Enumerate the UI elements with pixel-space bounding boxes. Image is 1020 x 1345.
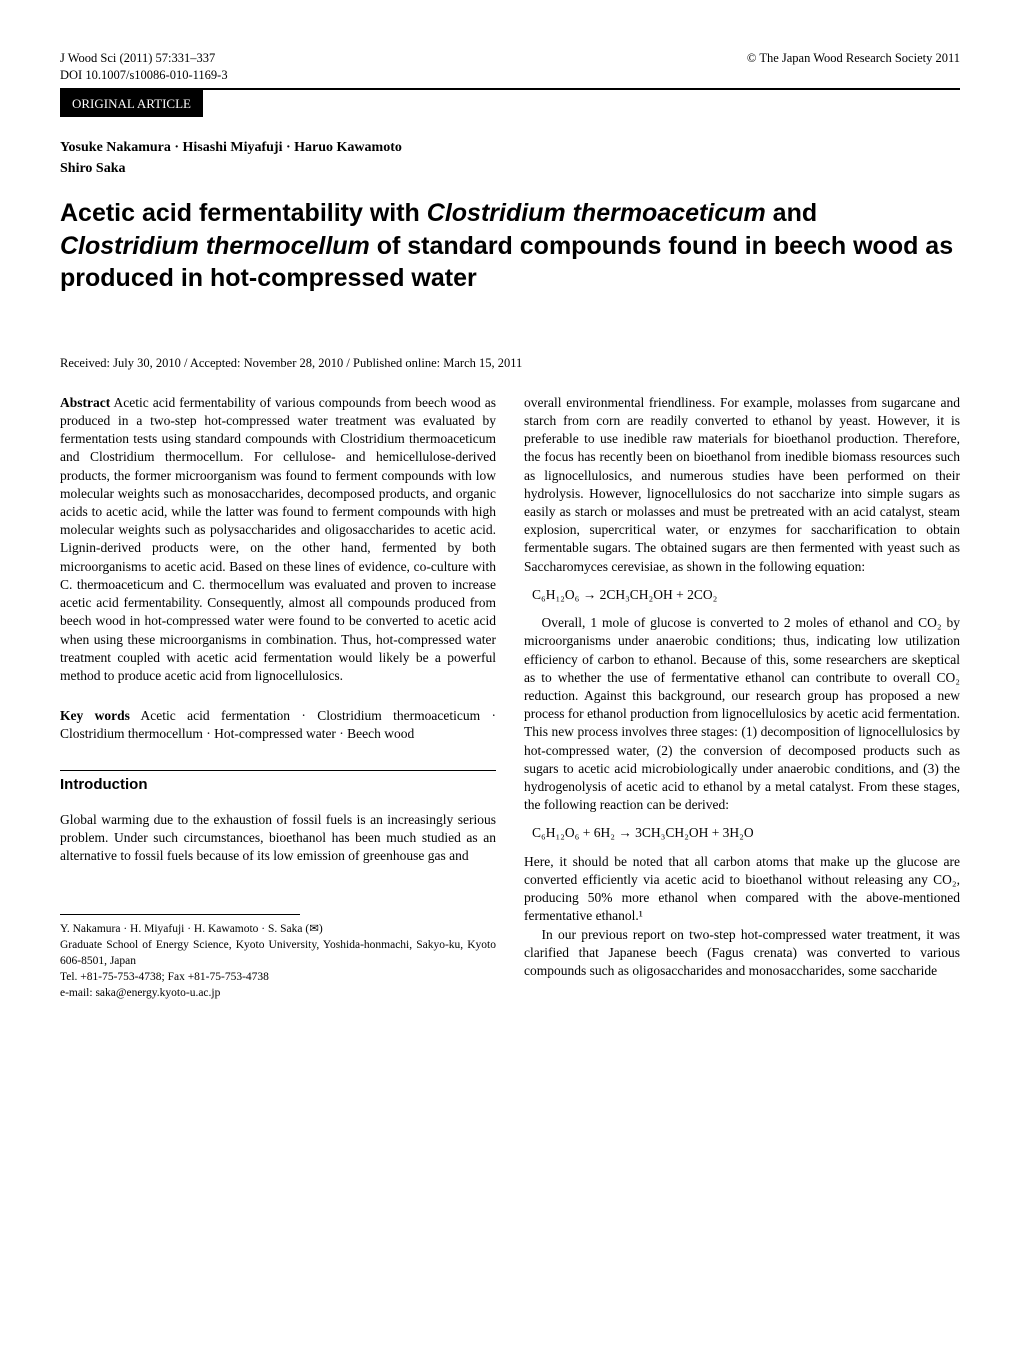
authors-line-2: Shiro Saka <box>60 158 960 179</box>
authors-block: Yosuke Nakamura · Hisashi Miyafuji · Har… <box>60 137 960 179</box>
keywords-label: Key words <box>60 708 130 723</box>
authors-line-1: Yosuke Nakamura · Hisashi Miyafuji · Har… <box>60 137 960 158</box>
body-paragraph-4: In our previous report on two-step hot-c… <box>524 926 960 981</box>
received-dates: Received: July 30, 2010 / Accepted: Nove… <box>60 355 960 372</box>
left-column: Abstract Acetic acid fermentability of v… <box>60 394 496 1001</box>
title-species-1: Clostridium thermoaceticum <box>427 199 766 227</box>
right-column: overall environmental friendliness. For … <box>524 394 960 1001</box>
affiliation-block: Y. Nakamura · H. Miyafuji · H. Kawamoto … <box>60 921 496 1001</box>
affiliation-email: e-mail: saka@energy.kyoto-u.ac.jp <box>60 985 496 1001</box>
two-column-body: Abstract Acetic acid fermentability of v… <box>60 394 960 1001</box>
affiliation-divider <box>60 914 300 915</box>
title-species-2: Clostridium thermocellum <box>60 232 370 260</box>
body-paragraph-3: Here, it should be noted that all carbon… <box>524 853 960 926</box>
title-text-2: and <box>766 199 817 227</box>
doi: DOI 10.1007/s10086-010-1169-3 <box>60 67 228 84</box>
abstract-block: Abstract Acetic acid fermentability of v… <box>60 394 496 686</box>
abstract-label: Abstract <box>60 395 110 410</box>
article-title: Acetic acid fermentability with Clostrid… <box>60 197 960 295</box>
equation-1: C₆H₁₂O₆ → 2CH₃CH₂OH + 2CO₂ <box>532 586 960 604</box>
intro-paragraph-1: Global warming due to the exhaustion of … <box>60 811 496 866</box>
affiliation-phone: Tel. +81-75-753-4738; Fax +81-75-753-473… <box>60 969 496 985</box>
body-paragraph-1: overall environmental friendliness. For … <box>524 394 960 576</box>
keywords-block: Key words Acetic acid fermentation · Clo… <box>60 707 496 743</box>
body-paragraph-2: Overall, 1 mole of glucose is converted … <box>524 614 960 814</box>
article-type-badge: ORIGINAL ARTICLE <box>60 90 203 118</box>
affiliation-authors: Y. Nakamura · H. Miyafuji · H. Kawamoto … <box>60 921 496 937</box>
title-text-1: Acetic acid fermentability with <box>60 199 427 227</box>
journal-header: J Wood Sci (2011) 57:331–337 DOI 10.1007… <box>60 50 960 84</box>
equation-2: C₆H₁₂O₆ + 6H₂ → 3CH₃CH₂OH + 3H₂O <box>532 824 960 842</box>
copyright: © The Japan Wood Research Society 2011 <box>747 50 960 84</box>
abstract-text: Acetic acid fermentability of various co… <box>60 395 496 683</box>
journal-ref: J Wood Sci (2011) 57:331–337 <box>60 50 228 67</box>
introduction-heading: Introduction <box>60 770 496 795</box>
affiliation-address: Graduate School of Energy Science, Kyoto… <box>60 937 496 969</box>
